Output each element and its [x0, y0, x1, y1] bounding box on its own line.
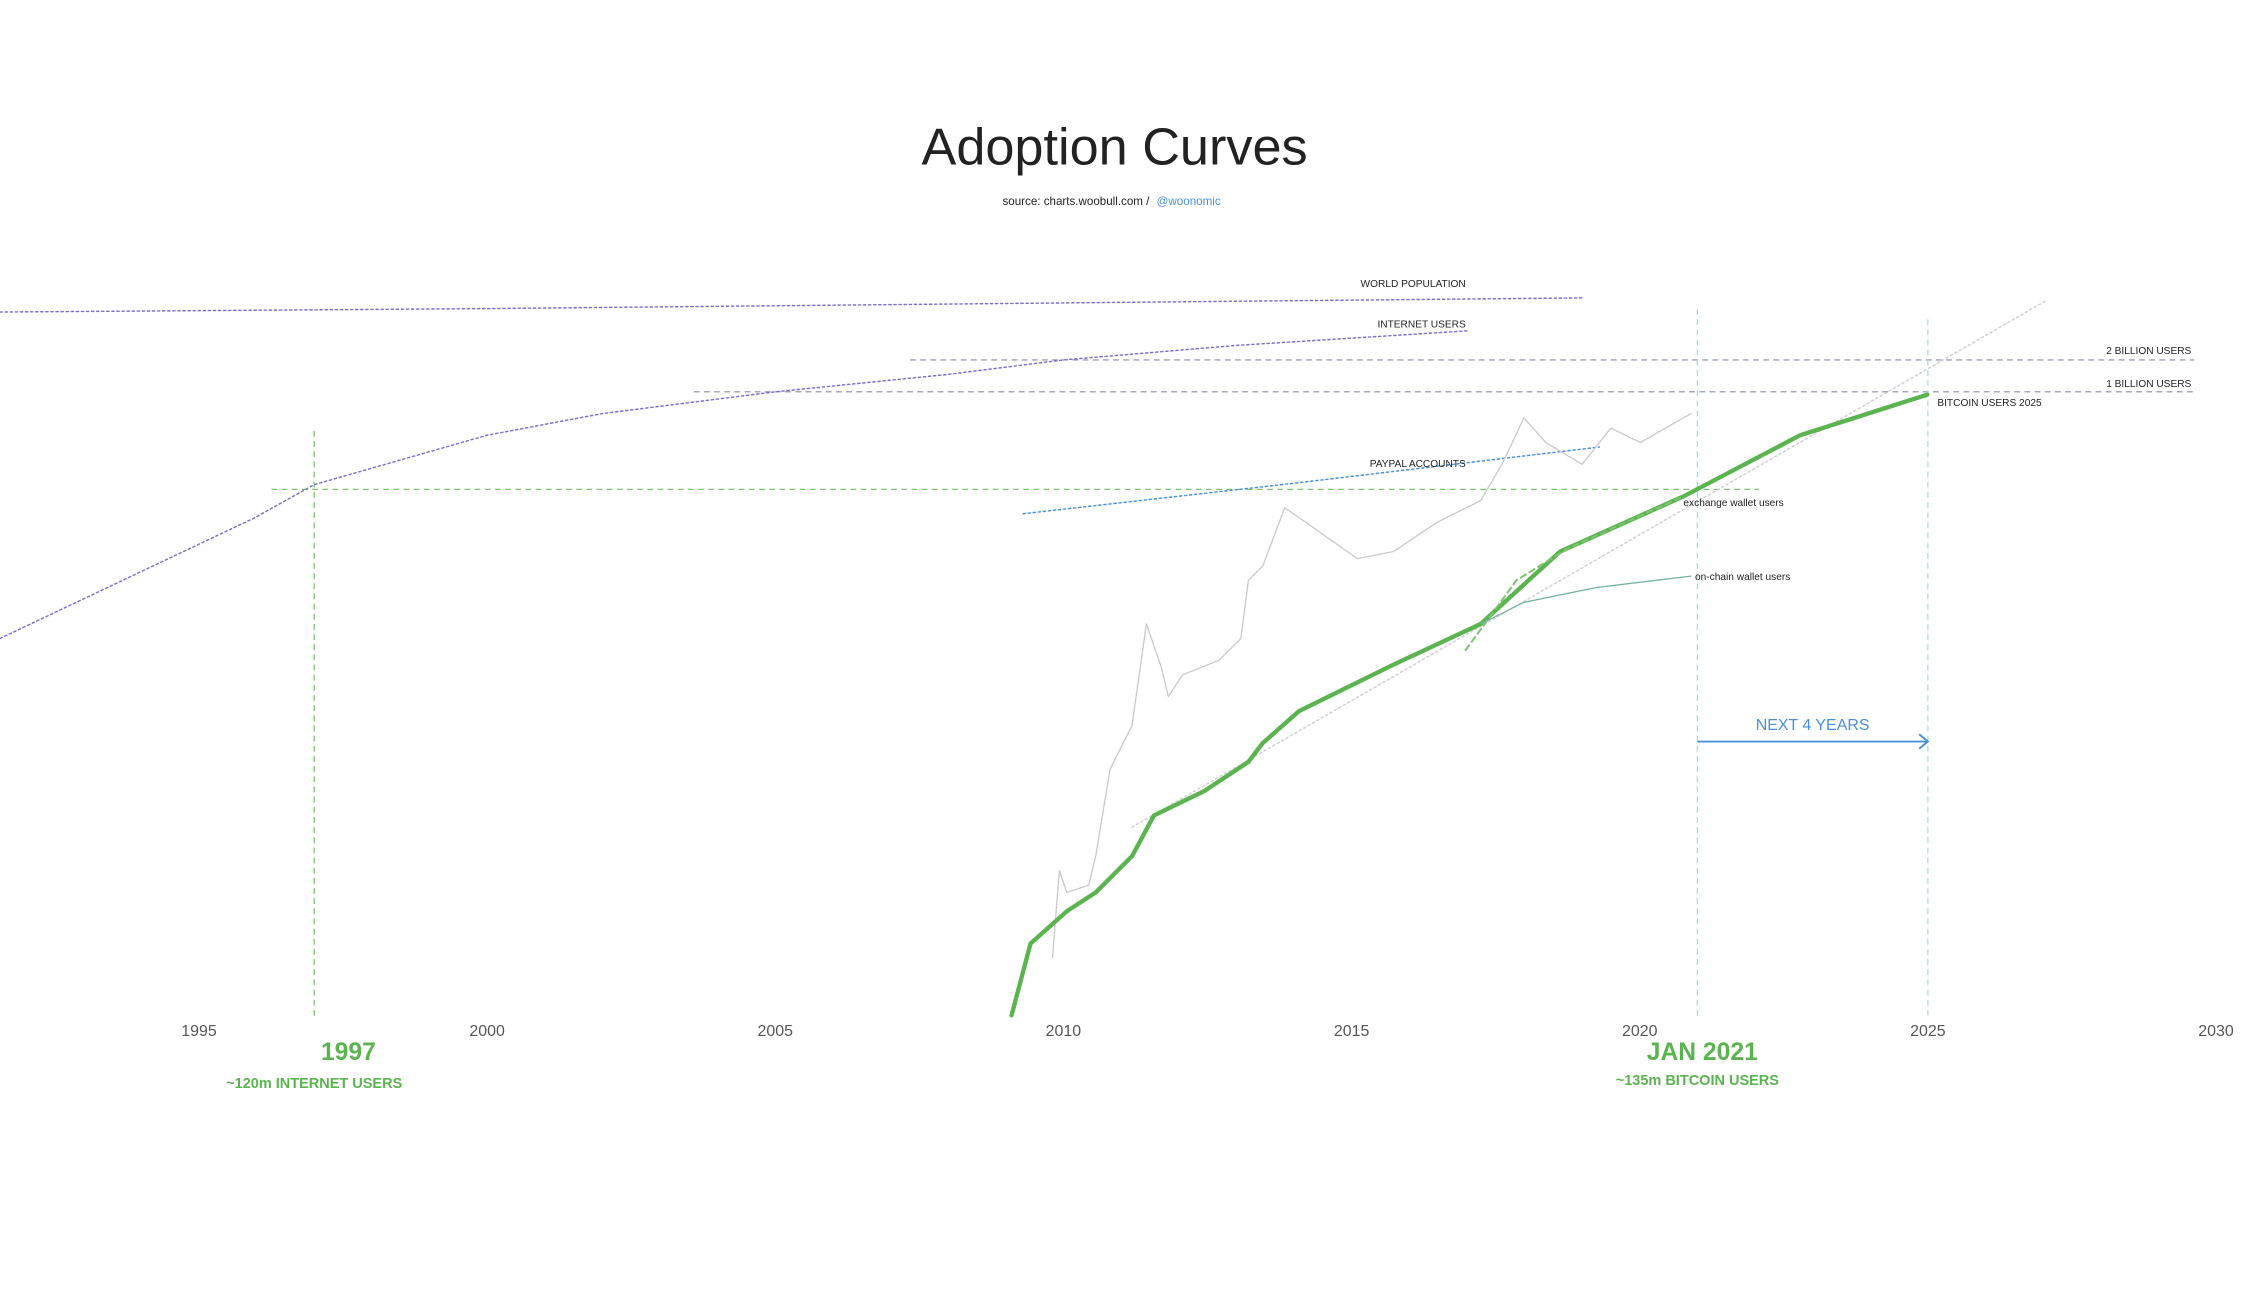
- series-line: [0, 330, 1468, 640]
- x-tick-label: 2025: [1910, 1023, 1946, 1040]
- series-line: [1022, 446, 1601, 515]
- x-tick-label: 1995: [181, 1023, 217, 1040]
- series-label: WORLD POPULATION: [1361, 279, 1466, 290]
- period-arrowhead: [1918, 733, 1930, 750]
- period-label: NEXT 4 YEARS: [1756, 717, 1870, 734]
- x-tick-label: 2020: [1622, 1023, 1658, 1040]
- series-line: [1051, 412, 1692, 959]
- source: source: charts.woobull.com /: [1002, 195, 1150, 208]
- marker-note: ~135m BITCOIN USERS: [1616, 1073, 1780, 1089]
- series-label: PAYPAL ACCOUNTS: [1370, 459, 1466, 470]
- series-label: BITCOIN USERS 2025: [1937, 398, 2042, 409]
- marker-label: 1997: [321, 1039, 376, 1066]
- series-label: INTERNET USERS: [1377, 320, 1466, 331]
- series-line: [1464, 495, 1685, 652]
- reference-label: 1 BILLION USERS: [2106, 379, 2191, 390]
- series-line: [0, 297, 1583, 313]
- series-line: [1131, 299, 2048, 828]
- marker-note: ~120m INTERNET USERS: [226, 1076, 402, 1092]
- series-line: [1009, 392, 1930, 1018]
- x-tick-label: 2010: [1046, 1023, 1082, 1040]
- x-tick-label: 2000: [469, 1023, 505, 1040]
- chart-title: Adoption Curves: [921, 119, 1307, 177]
- source-handle: @woonomic: [1157, 195, 1221, 208]
- series-line: [1480, 575, 1692, 625]
- reference-label: 2 BILLION USERS: [2106, 346, 2191, 357]
- series-label: exchange wallet users: [1683, 498, 1783, 509]
- series-label: on-chain wallet users: [1695, 572, 1790, 583]
- marker-label: JAN 2021: [1647, 1039, 1758, 1066]
- x-tick-label: 2015: [1334, 1023, 1370, 1040]
- x-tick-label: 2005: [758, 1023, 794, 1040]
- x-tick-label: 2030: [2198, 1023, 2234, 1040]
